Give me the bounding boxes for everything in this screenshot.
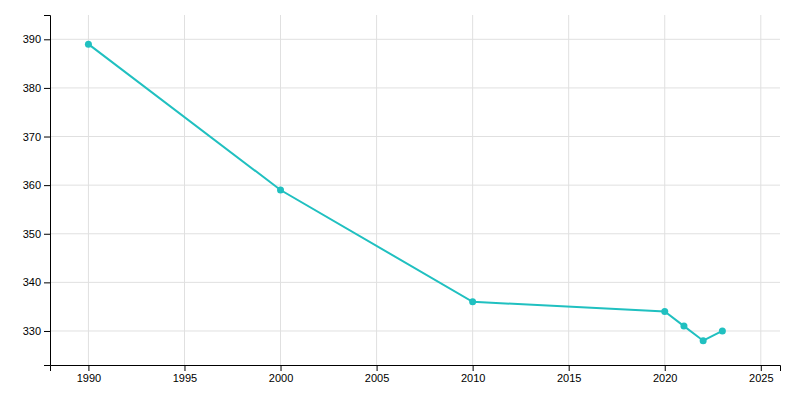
y-tick-mark — [44, 234, 50, 235]
x-tick-label: 2010 — [461, 372, 485, 384]
y-tick-label: 390 — [23, 33, 41, 45]
grid-line-x — [184, 15, 185, 365]
grid-line-x — [760, 15, 761, 365]
x-tick-label: 2015 — [557, 372, 581, 384]
point — [469, 298, 476, 305]
chart: 1990 1995 2000 2005 2010 2015 2020 2025 330 340 35… — [0, 0, 800, 400]
x-tick-mark — [665, 365, 666, 371]
grid-line-x — [88, 15, 89, 365]
y-tick-mark — [44, 185, 50, 186]
y-tick: 370 — [23, 131, 50, 143]
x-tick-label: 2000 — [269, 372, 293, 384]
x-tick-mark — [761, 365, 762, 371]
x-tick: 2020 — [653, 365, 677, 384]
grid-line-y — [50, 39, 780, 40]
x-tick: 1995 — [173, 365, 197, 384]
line — [88, 44, 722, 341]
x-tick-mark — [88, 365, 89, 371]
y-tick: 350 — [23, 228, 50, 240]
x-axis: 1990 1995 2000 2005 2010 2015 2020 2025 — [51, 365, 781, 384]
x-tick: 2025 — [749, 365, 773, 384]
x-tick-label: 2020 — [653, 372, 677, 384]
grid-line-y — [50, 136, 780, 137]
point — [277, 187, 284, 194]
y-tick-mark — [44, 39, 50, 40]
point — [719, 327, 726, 334]
x-tick-label: 1995 — [173, 372, 197, 384]
grid-line-y — [50, 282, 780, 283]
y-tick-label: 340 — [23, 276, 41, 288]
y-tick: 380 — [23, 82, 50, 94]
plot: 1990 1995 2000 2005 2010 2015 2020 2025 330 340 35… — [23, 15, 781, 384]
point — [700, 337, 707, 344]
x-tick-label: 2005 — [365, 372, 389, 384]
y-tick-label: 360 — [23, 179, 41, 191]
y-tick: 330 — [23, 325, 50, 337]
point — [661, 308, 668, 315]
x-tick-mark — [184, 365, 185, 371]
grid-line-y — [50, 233, 780, 234]
x-tick: 2010 — [461, 365, 485, 384]
y-tick-mark — [44, 282, 50, 283]
y-tick: 360 — [23, 179, 50, 191]
y-tick-label: 330 — [23, 325, 41, 337]
y-axis: 330 340 350 360 370 380 390 — [23, 16, 51, 366]
grid-line-y — [50, 185, 780, 186]
grid-line-y — [50, 87, 780, 88]
y-tick: 340 — [23, 276, 50, 288]
y-tick-mark — [44, 137, 50, 138]
y-tick-label: 380 — [23, 82, 41, 94]
x-tick-mark — [569, 365, 570, 371]
x-tick-mark — [281, 365, 282, 371]
x-tick-mark — [377, 365, 378, 371]
y-tick-label: 350 — [23, 228, 41, 240]
grid — [50, 15, 780, 365]
y-tick-mark — [44, 88, 50, 89]
y-tick-mark — [44, 331, 50, 332]
grid-line-y — [50, 330, 780, 331]
x-tick: 1990 — [77, 365, 101, 384]
x-tick-mark — [473, 365, 474, 371]
grid-line-x — [376, 15, 377, 365]
x-axis-line — [51, 366, 781, 372]
y-tick-label: 370 — [23, 131, 41, 143]
y-tick: 390 — [23, 33, 50, 45]
point — [85, 41, 92, 48]
x-tick: 2015 — [557, 365, 581, 384]
x-tick: 2000 — [269, 365, 293, 384]
point — [680, 323, 687, 330]
y-axis-line — [44, 16, 51, 366]
x-tick-label: 1990 — [77, 372, 101, 384]
x-tick-label: 2025 — [749, 372, 773, 384]
grid-line-x — [568, 15, 569, 365]
series — [85, 41, 726, 345]
x-tick: 2005 — [365, 365, 389, 384]
grid-line-x — [472, 15, 473, 365]
